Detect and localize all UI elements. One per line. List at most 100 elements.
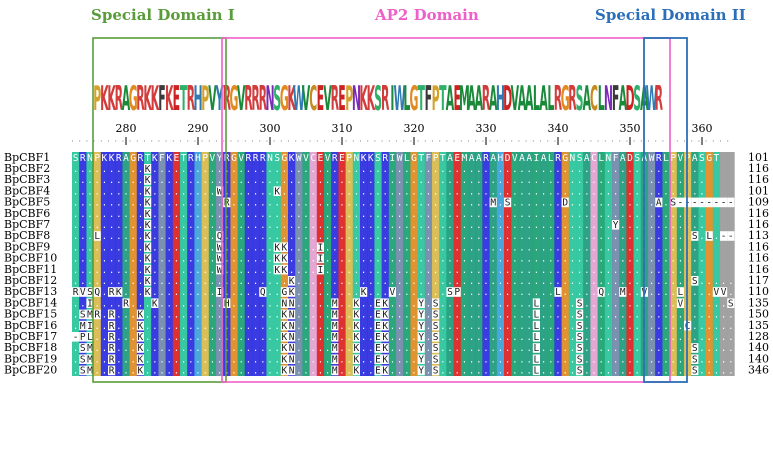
residue-dot: .	[678, 355, 683, 365]
residue-dot: .	[519, 355, 524, 365]
residue: R	[109, 287, 115, 298]
residue-dot: .	[469, 232, 474, 242]
residue-dot: .	[397, 344, 402, 354]
residue-dot: .	[541, 344, 546, 354]
residue-dot: .	[231, 344, 236, 354]
residue: L	[663, 153, 669, 164]
residue-dot: .	[577, 210, 582, 220]
residue-dot: .	[382, 221, 387, 231]
residue-dot: .	[397, 221, 402, 231]
residue-dot: .	[361, 187, 366, 197]
residue-dot: .	[217, 322, 222, 332]
residue-dot: .	[102, 288, 107, 298]
residue-dot: .	[94, 299, 99, 309]
residue-dot: .	[382, 266, 387, 276]
residue-dot: .	[534, 165, 539, 175]
residue-dot: .	[519, 187, 524, 197]
residue-dot: .	[152, 344, 157, 354]
residue-dot: .	[426, 176, 431, 186]
residue: R	[73, 287, 79, 298]
residue-dot: .	[73, 322, 78, 332]
residue-dot: .	[159, 311, 164, 321]
residue-dot: .	[433, 277, 438, 287]
residue-dot: .	[447, 311, 452, 321]
residue-dot: .	[159, 165, 164, 175]
column-band	[115, 152, 123, 376]
variant-highlight	[352, 298, 360, 308]
residue-dot: .	[174, 221, 179, 231]
logo-letter: G	[561, 79, 570, 118]
residue: K	[274, 254, 280, 265]
residue-dot: .	[238, 277, 243, 287]
residue-dot: .	[591, 232, 596, 242]
residue-dot: .	[181, 344, 186, 354]
residue: C	[310, 153, 316, 164]
variant-highlight	[259, 287, 267, 297]
residue-dot: .	[627, 199, 632, 209]
residue-dot: .	[548, 243, 553, 253]
residue-dot: .	[678, 232, 683, 242]
residue-dot: .	[195, 367, 200, 377]
logo-letter: C	[309, 79, 317, 118]
variant-highlight	[136, 354, 144, 364]
residue: K	[282, 321, 288, 332]
residue-dot: .	[390, 199, 395, 209]
column-band	[720, 152, 728, 376]
residue-dot: .	[570, 344, 575, 354]
residue-dot: .	[188, 176, 193, 186]
residue: M	[490, 198, 496, 209]
residue-dot: .	[714, 344, 719, 354]
residue-dot: .	[109, 210, 114, 220]
residue-dot: .	[663, 210, 668, 220]
residue-dot: .	[591, 199, 596, 209]
residue-dot: .	[490, 333, 495, 343]
residue-dot: .	[426, 277, 431, 287]
residue: -	[714, 198, 720, 209]
residue-dot: .	[289, 199, 294, 209]
residue-dot: .	[231, 367, 236, 377]
residue-dot: .	[152, 176, 157, 186]
residue-dot: .	[490, 288, 495, 298]
residue-dot: .	[649, 322, 654, 332]
residue-dot: .	[613, 210, 618, 220]
residue-dot: .	[627, 333, 632, 343]
residue-dot: .	[634, 299, 639, 309]
residue-dot: .	[130, 311, 135, 321]
residue-dot: .	[404, 232, 409, 242]
residue: A	[490, 153, 496, 164]
residue: D	[562, 198, 568, 209]
variant-highlight	[532, 365, 540, 376]
variant-highlight	[691, 197, 699, 208]
residue-dot: .	[210, 210, 215, 220]
residue-dot: .	[152, 199, 157, 209]
residue-dot: .	[166, 255, 171, 265]
residue: V	[714, 287, 720, 298]
column-band	[568, 152, 577, 376]
residue-dot: .	[404, 255, 409, 265]
residue-dot: .	[613, 367, 618, 377]
residue-dot: .	[483, 199, 488, 209]
residue: L	[548, 153, 554, 164]
residue: R	[109, 332, 115, 343]
residue-dot: .	[512, 232, 517, 242]
residue-dot: .	[562, 322, 567, 332]
residue-dot: .	[382, 243, 387, 253]
residue-dot: .	[174, 210, 179, 220]
residue-dot: .	[721, 322, 726, 332]
residue-dot: .	[634, 333, 639, 343]
residue-dot: .	[620, 333, 625, 343]
residue-dot: .	[152, 266, 157, 276]
residue: R	[109, 354, 115, 365]
residue-dot: .	[433, 221, 438, 231]
residue-dot: .	[210, 187, 215, 197]
residue: G	[411, 153, 417, 164]
residue-dot: .	[354, 277, 359, 287]
residue-dot: .	[411, 243, 416, 253]
residue-dot: .	[296, 187, 301, 197]
sequence-name: BpCBF17	[4, 330, 57, 343]
residue-dot: .	[598, 187, 603, 197]
residue-dot: .	[584, 355, 589, 365]
residue: R	[224, 153, 230, 164]
residue-dot: .	[476, 288, 481, 298]
residue: M	[332, 343, 338, 354]
